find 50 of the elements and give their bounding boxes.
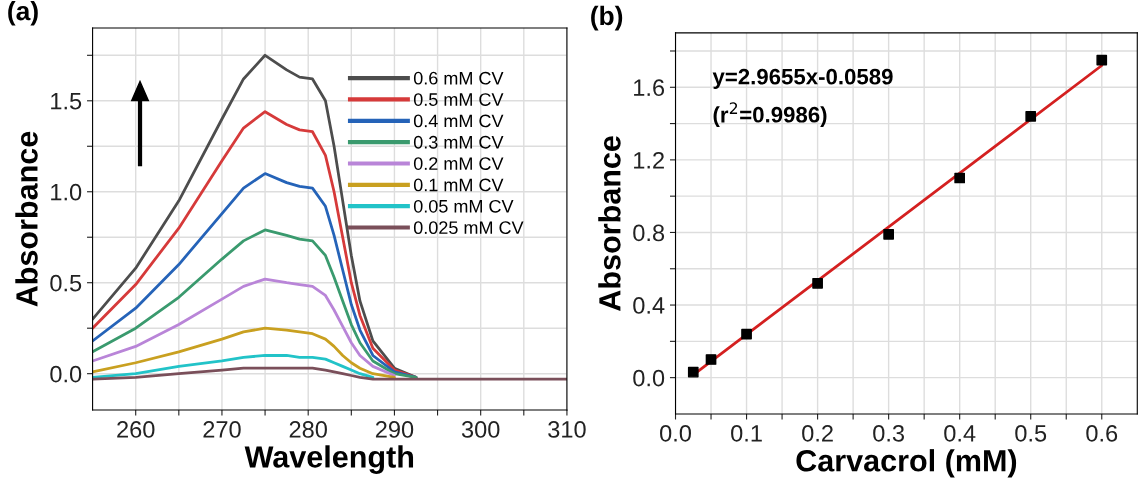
x-tick-label: 300 xyxy=(461,421,500,438)
legend-label: 0.2 mM CV xyxy=(413,157,504,170)
y-tick-label: 0.5 xyxy=(50,274,82,292)
annotation: y=2.9655x-0.0589 xyxy=(712,68,893,89)
x-tick-label: 270 xyxy=(203,421,241,438)
x-tick-label: 290 xyxy=(375,421,414,438)
legend-label: 0.4 mM CV xyxy=(413,114,504,128)
y-tick-label: 0.0 xyxy=(633,369,665,387)
x-tick-label: 280 xyxy=(289,421,327,438)
point xyxy=(812,277,823,289)
legend-label: 0.025 mM CV xyxy=(413,221,524,235)
point xyxy=(741,328,752,340)
y-tick-label: 1.5 xyxy=(51,93,82,110)
y-axis-title: Absorbance xyxy=(15,131,38,307)
y-tick-label: 1.0 xyxy=(51,183,82,201)
legend-label: 0.6 mM CV xyxy=(413,71,504,85)
chart-title: (b) xyxy=(591,5,623,31)
y-tick-label: 0.0 xyxy=(50,365,82,383)
annotation: (r$^{2}$=0.9986) xyxy=(713,102,827,127)
x-tick-label: 0.0 xyxy=(660,424,691,442)
line-series xyxy=(92,354,375,379)
legend-label: 0.3 mM CV xyxy=(413,135,504,149)
x-tick-label: 0.4 xyxy=(944,424,976,442)
y-axis-title: Absorbance xyxy=(598,136,621,311)
point xyxy=(1025,110,1037,122)
y-tick-label: 0.4 xyxy=(633,297,665,314)
point xyxy=(883,228,894,240)
legend-label: 0.05 mM CV xyxy=(413,199,514,213)
x-axis-title: Wavelength xyxy=(244,445,414,474)
x-tick-label: 0.2 xyxy=(802,424,833,442)
point xyxy=(687,366,699,378)
x-tick-label: 0.3 xyxy=(873,424,905,442)
y-tick-label: 0.8 xyxy=(633,224,665,242)
x-tick-label: 0.5 xyxy=(1015,424,1047,442)
x-tick-label: 0.1 xyxy=(731,424,762,442)
line-series xyxy=(92,366,567,381)
x-axis-title: Carvacrol (mM) xyxy=(796,449,1017,478)
legend-label: 0.5 mM CV xyxy=(413,93,504,106)
point xyxy=(705,354,717,365)
x-tick-label: 0.6 xyxy=(1086,424,1118,442)
legend-label: 0.1 mM CV xyxy=(413,178,504,192)
point xyxy=(954,172,966,184)
point xyxy=(1096,54,1108,66)
y-tick-label: 1.2 xyxy=(634,151,664,169)
line-series xyxy=(92,277,396,377)
x-tick-label: 310 xyxy=(548,421,586,438)
line-series xyxy=(92,326,396,379)
y-tick-label: 1.6 xyxy=(634,79,665,97)
chart-title: (a) xyxy=(8,1,38,26)
x-tick-label: 260 xyxy=(117,421,155,438)
